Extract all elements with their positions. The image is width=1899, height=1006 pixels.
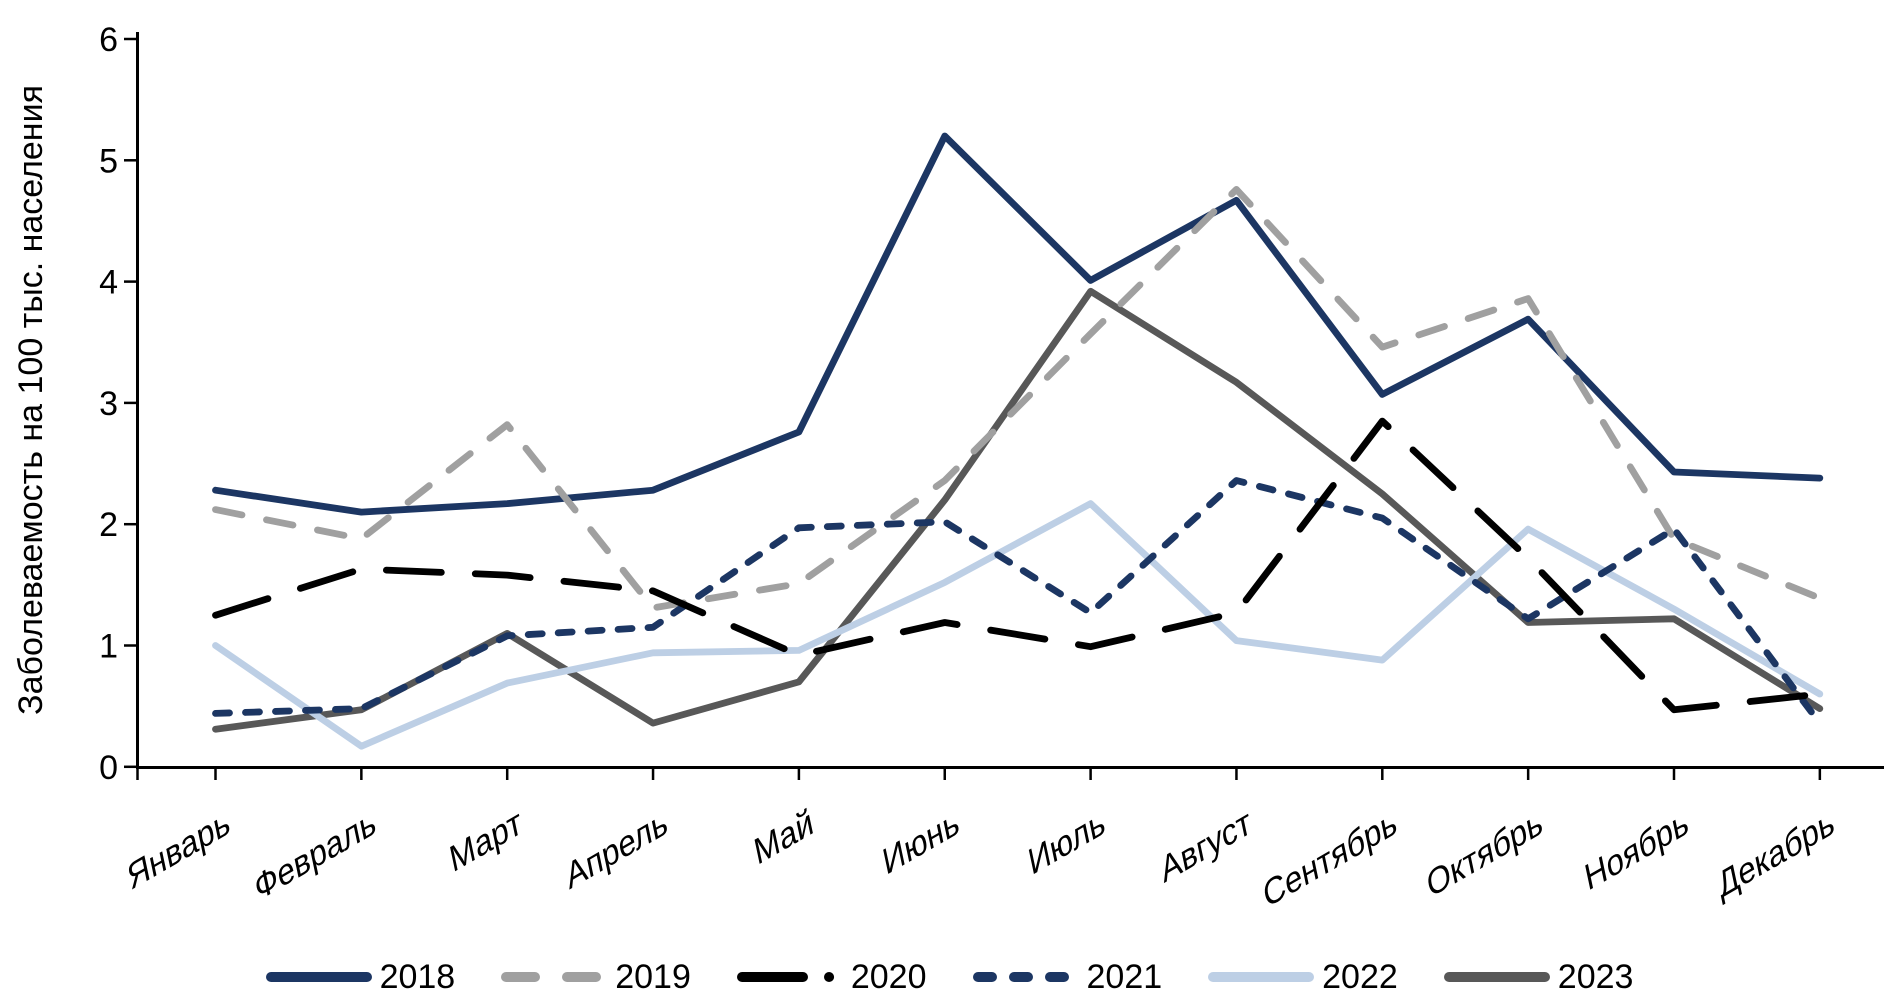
- y-tick-label: 5: [99, 142, 118, 180]
- legend-swatch-2020: [736, 972, 843, 982]
- legend-swatch-2023: [1443, 972, 1550, 982]
- legend-label-2021: 2021: [1086, 958, 1163, 996]
- chart-line-2018: [212, 132, 1824, 516]
- y-tick-label: 3: [99, 385, 118, 423]
- legend-label-2020: 2020: [850, 958, 927, 996]
- x-tick-label: Март: [446, 801, 525, 881]
- legend-item-2019: 2019: [501, 960, 691, 994]
- x-tick-label: Сентябрь: [1260, 801, 1400, 916]
- y-tick-label: 0: [99, 749, 118, 787]
- x-tick-label: Октябрь: [1423, 801, 1545, 906]
- legend-swatch-2021: [972, 972, 1079, 982]
- y-tick-label: 4: [99, 264, 118, 302]
- y-axis-title: Заболеваемость на 100 тыс. населения: [12, 85, 50, 715]
- x-tick-label: Июль: [1025, 801, 1108, 883]
- chart-line-2021: [212, 477, 1824, 727]
- legend-label-2018: 2018: [379, 958, 456, 996]
- axes: [124, 32, 1884, 780]
- x-tick-label: Май: [751, 801, 817, 873]
- x-tick-label: Январь: [124, 801, 233, 898]
- legend-label-2022: 2022: [1322, 958, 1398, 996]
- x-tick-label: Февраль: [251, 801, 379, 909]
- x-axis-tick-labels: Январь Февраль Март Апрель Май Июнь Июль Август…: [124, 801, 1838, 916]
- legend-item-2021: 2021: [972, 958, 1163, 996]
- y-tick-label: 6: [99, 21, 118, 59]
- x-tick-label: Апрель: [563, 801, 671, 898]
- y-tick-label: 1: [99, 628, 118, 666]
- legend: 2018 2019 2020 2021 2022 2023: [0, 953, 1899, 1001]
- legend-swatch-2018: [265, 972, 372, 982]
- legend-item-2022: 2022: [1208, 960, 1398, 994]
- x-tick-label: Ноябрь: [1581, 801, 1691, 899]
- series-lines: [212, 132, 1824, 750]
- legend-item-2023: 2023: [1443, 958, 1634, 996]
- chart-line-2019: [212, 185, 1824, 612]
- chart-line-2022: [212, 500, 1824, 750]
- x-tick-label: Декабрь: [1714, 801, 1837, 906]
- y-axis-tick-labels: 0 1 2 3 4 5 6: [99, 21, 118, 787]
- y-tick-label: 2: [99, 506, 118, 544]
- legend-label-2019: 2019: [615, 958, 691, 996]
- legend-item-2020: 2020: [736, 958, 927, 996]
- x-tick-label: Июнь: [879, 801, 962, 883]
- x-tick-label: Август: [1157, 801, 1254, 891]
- legend-item-2018: 2018: [265, 958, 456, 996]
- legend-swatch-2022: [1208, 972, 1315, 982]
- legend-swatch-2019: [501, 972, 608, 982]
- chart-line-2020: [212, 417, 1824, 714]
- legend-label-2023: 2023: [1557, 958, 1634, 996]
